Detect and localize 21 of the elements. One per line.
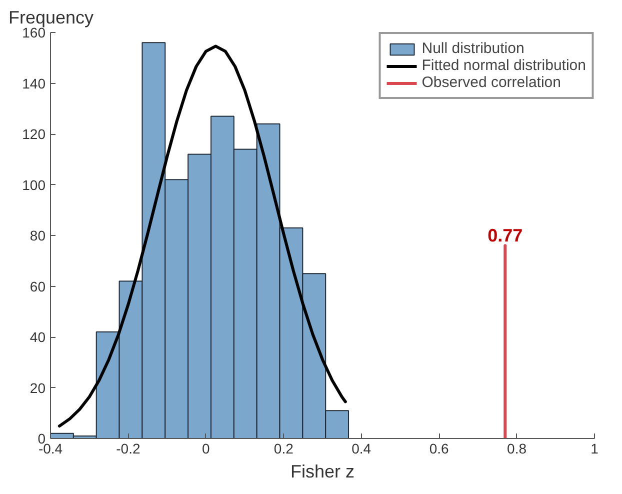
x-tick-label: 0.4 — [352, 440, 372, 456]
y-axis-title: Frequency — [8, 8, 94, 28]
x-axis-title: Fisher z — [290, 462, 355, 482]
y-tick-label: 60 — [30, 278, 46, 294]
x-tick-label: -0.2 — [116, 440, 140, 456]
y-tick-label: 100 — [22, 176, 46, 193]
legend-label: Fitted normal distribution — [422, 57, 586, 74]
y-tick-label: 40 — [30, 329, 46, 345]
x-tick-label: 0 — [202, 440, 210, 456]
y-tick-label: 140 — [22, 75, 46, 92]
x-tick-label: 0.2 — [274, 440, 294, 456]
y-tick-label: 20 — [30, 380, 46, 396]
x-tick-label: 0.6 — [429, 440, 450, 456]
line-series — [58, 44, 347, 428]
annotation: 0.77 — [488, 226, 523, 246]
y-tick-label: 120 — [22, 126, 46, 142]
legend-label: Null distribution — [422, 40, 524, 57]
x-tick-label: 1 — [590, 440, 599, 456]
y-tick-label: 80 — [30, 228, 46, 244]
legend-label: Observed correlation — [422, 74, 561, 91]
x-tick-label: 0.8 — [507, 440, 527, 456]
